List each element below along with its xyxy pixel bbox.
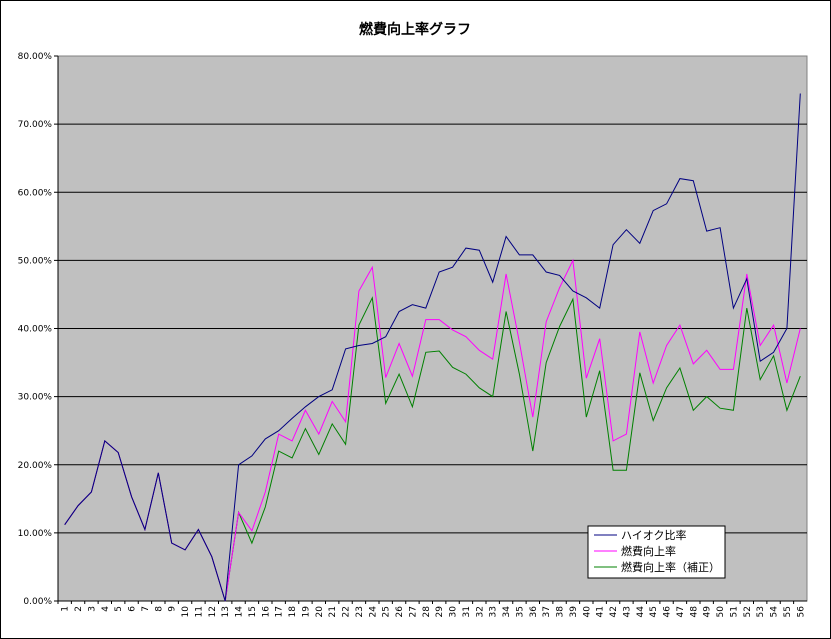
x-tick-label: 48 bbox=[689, 606, 699, 618]
x-tick-label: 33 bbox=[489, 606, 499, 617]
x-tick-label: 18 bbox=[288, 606, 298, 618]
x-tick-label: 44 bbox=[636, 606, 646, 618]
x-tick-label: 30 bbox=[449, 606, 459, 618]
x-tick-label: 19 bbox=[301, 606, 311, 618]
x-tick-label: 29 bbox=[435, 606, 445, 618]
x-tick-label: 10 bbox=[181, 606, 191, 618]
x-tick-label: 37 bbox=[542, 606, 552, 617]
x-tick-label: 14 bbox=[235, 606, 245, 618]
series-line-1 bbox=[64, 93, 801, 602]
x-tick-label: 1 bbox=[61, 606, 71, 612]
x-tick-label: 26 bbox=[395, 606, 405, 618]
x-tick-label: 55 bbox=[783, 606, 793, 617]
x-tick-label: 31 bbox=[462, 606, 472, 617]
x-axis-ticks: 1 2 3 4 5 6 7 8 9 10 11 12 13 14 15 16 17 18 19 20 21 22 23 24 2… bbox=[57, 600, 807, 618]
x-tick-label: 16 bbox=[261, 606, 271, 618]
x-tick-label: 22 bbox=[342, 606, 352, 617]
x-tick-label: 27 bbox=[408, 606, 418, 617]
x-tick-label: 12 bbox=[208, 606, 218, 617]
x-tick-label: 9 bbox=[168, 606, 178, 612]
x-tick-label: 24 bbox=[368, 606, 378, 618]
x-tick-label: 35 bbox=[515, 606, 525, 617]
x-tick-label: 56 bbox=[796, 606, 806, 618]
x-tick-label: 25 bbox=[382, 606, 392, 617]
x-tick-label: 2 bbox=[74, 606, 84, 612]
legend-label-series1: ハイオク比率 bbox=[621, 528, 687, 542]
x-tick-label: 15 bbox=[248, 606, 258, 617]
x-tick-label: 50 bbox=[716, 606, 726, 618]
x-tick-label: 4 bbox=[101, 606, 111, 612]
x-tick-label: 42 bbox=[609, 606, 619, 617]
x-tick-label: 13 bbox=[221, 606, 231, 617]
x-tick-label: 39 bbox=[569, 606, 579, 618]
legend-label-series3: 燃費向上率（補正） bbox=[621, 560, 720, 574]
x-tick-label: 3 bbox=[87, 606, 97, 612]
x-tick-label: 34 bbox=[502, 606, 512, 618]
x-tick-label: 6 bbox=[128, 606, 138, 612]
x-tick-label: 43 bbox=[622, 606, 632, 617]
y-tick-label: 0.00% bbox=[23, 597, 52, 607]
x-tick-label: 47 bbox=[676, 606, 686, 617]
x-tick-label: 52 bbox=[743, 606, 753, 617]
x-tick-label: 40 bbox=[582, 606, 592, 618]
x-tick-label: 45 bbox=[649, 606, 659, 617]
x-tick-label: 38 bbox=[556, 606, 566, 618]
y-tick-label: 60.00% bbox=[18, 188, 53, 198]
x-tick-label: 46 bbox=[663, 606, 673, 618]
x-tick-label: 51 bbox=[729, 606, 739, 617]
x-tick-label: 21 bbox=[328, 606, 338, 617]
x-tick-label: 17 bbox=[275, 606, 285, 617]
legend-label-series2: 燃費向上率 bbox=[621, 544, 676, 558]
x-tick-label: 53 bbox=[756, 606, 766, 617]
x-tick-label: 54 bbox=[770, 606, 780, 618]
x-tick-label: 8 bbox=[154, 606, 164, 612]
chart-title: 燃費向上率グラフ bbox=[359, 21, 471, 38]
y-tick-label: 70.00% bbox=[18, 120, 53, 130]
x-tick-label: 7 bbox=[141, 606, 151, 612]
y-axis-ticks: 0.00% 10.00% 20.00% 30.00% 40.00% 50.00% 60.00… bbox=[18, 52, 59, 607]
y-tick-label: 30.00% bbox=[18, 393, 53, 403]
x-tick-label: 41 bbox=[596, 606, 606, 617]
gridlines bbox=[58, 123, 807, 534]
y-tick-label: 50.00% bbox=[18, 256, 53, 266]
x-tick-label: 28 bbox=[422, 606, 432, 618]
series-lines bbox=[64, 93, 801, 602]
x-tick-label: 49 bbox=[703, 606, 713, 618]
x-tick-label: 5 bbox=[114, 606, 124, 612]
y-tick-label: 10.00% bbox=[18, 529, 53, 539]
x-tick-label: 20 bbox=[315, 606, 325, 618]
legend: ハイオク比率 燃費向上率 燃費向上率（補正） bbox=[587, 525, 726, 579]
x-tick-label: 32 bbox=[475, 606, 485, 617]
y-tick-label: 80.00% bbox=[18, 52, 53, 62]
x-tick-label: 11 bbox=[194, 606, 204, 617]
y-tick-label: 20.00% bbox=[18, 461, 53, 471]
y-tick-label: 40.00% bbox=[18, 325, 53, 335]
x-tick-label: 36 bbox=[529, 606, 539, 618]
x-tick-label: 23 bbox=[355, 606, 365, 617]
